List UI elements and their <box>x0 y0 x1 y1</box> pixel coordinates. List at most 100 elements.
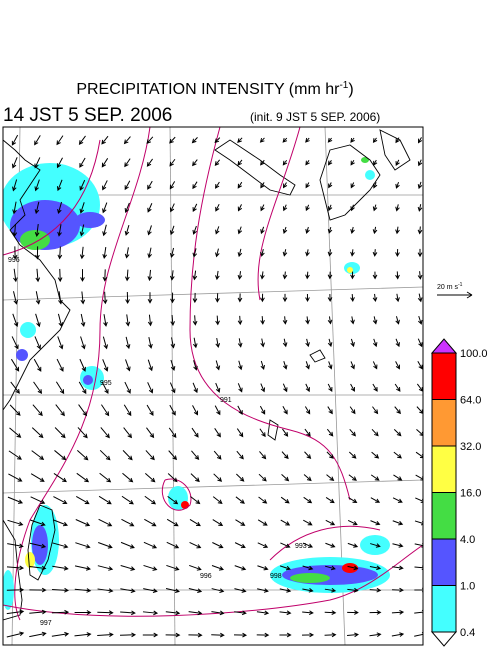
wind-vector <box>325 497 335 504</box>
wind-vector <box>192 270 198 281</box>
wind-vector <box>34 179 40 192</box>
wind-vector <box>237 383 243 393</box>
wind-vector <box>79 202 85 214</box>
wind-vector <box>350 294 355 302</box>
colorbar-box <box>431 399 457 447</box>
wind-vector <box>371 428 379 437</box>
wind-vector <box>347 542 359 548</box>
wind-vector <box>302 565 314 571</box>
wind-vector <box>78 404 88 417</box>
wind-vector <box>372 271 378 280</box>
colorbar-box <box>431 445 457 493</box>
wind-vector <box>282 226 288 235</box>
wind-vector <box>391 609 405 615</box>
wind-vector <box>305 338 310 348</box>
wind-vector <box>52 565 69 571</box>
wind-vector <box>29 631 47 638</box>
wind-vector <box>192 181 198 190</box>
wind-vector <box>12 179 18 192</box>
wind-vector <box>213 473 223 482</box>
wind-vector <box>215 293 220 303</box>
precip-area <box>20 230 50 250</box>
wind-vector <box>372 293 378 303</box>
wind-vector <box>414 587 423 593</box>
wind-vector <box>7 496 24 504</box>
wind-vector <box>237 271 243 280</box>
isobar-label: 993 <box>295 543 307 550</box>
wind-vector <box>237 338 243 348</box>
wind-vector <box>348 451 357 459</box>
wind-vector <box>189 541 202 549</box>
colorbar-box <box>431 538 457 586</box>
wind-vector <box>395 249 400 257</box>
wind-vector <box>6 587 25 593</box>
wind-vector <box>393 428 402 437</box>
wind-vector <box>371 451 380 459</box>
wind-vector <box>350 182 355 189</box>
wind-vector <box>170 314 175 327</box>
wind-vector <box>237 204 243 212</box>
wind-vector <box>103 314 108 327</box>
wind-vector <box>57 313 64 328</box>
wind-vector <box>99 449 111 461</box>
wind-vector <box>304 428 311 437</box>
wind-vector <box>97 632 114 638</box>
wind-vector <box>372 182 378 189</box>
wind-vector <box>370 474 380 481</box>
wind-vector <box>350 137 355 143</box>
wind-vector <box>29 609 47 615</box>
wind-vector <box>212 542 224 549</box>
wind-vector <box>165 610 181 616</box>
wind-vector <box>122 450 133 461</box>
wind-vector <box>302 610 314 616</box>
title: PRECIPITATION INTENSITY (mm hr-1) <box>76 80 353 98</box>
wind-vector <box>414 632 423 637</box>
wind-vector <box>256 632 270 638</box>
wind-vector <box>236 473 245 482</box>
wind-vector <box>372 406 379 415</box>
wind-vector <box>147 382 154 394</box>
wind-vector <box>30 473 45 482</box>
wind-vector <box>56 135 64 146</box>
wind-vector <box>11 134 19 146</box>
wind-vector <box>260 248 265 257</box>
wind-vector <box>282 204 288 212</box>
wind-vector <box>189 518 201 527</box>
wind-vector <box>279 632 292 638</box>
wind-vector <box>372 383 378 392</box>
wind-vector <box>257 542 269 548</box>
wind-vector <box>147 359 153 372</box>
wind-vector <box>56 157 63 169</box>
precip-area <box>290 573 330 583</box>
wind-vector <box>123 404 132 417</box>
wind-vector <box>349 428 356 437</box>
wind-vector <box>234 588 247 593</box>
wind-vector <box>395 293 400 303</box>
wind-vector <box>282 361 288 370</box>
wind-vector <box>57 268 63 283</box>
map-frame <box>2 126 424 646</box>
wind-vector <box>327 160 333 166</box>
wind-vector <box>213 450 222 460</box>
wind-vector <box>79 224 85 237</box>
wind-vector <box>305 294 310 303</box>
wind-vector <box>417 159 423 167</box>
wind-vector <box>260 271 265 280</box>
isobar-label: 995 <box>100 380 112 387</box>
wind-vector <box>211 610 225 616</box>
wind-vector <box>347 520 358 526</box>
wind-vector <box>392 587 404 593</box>
wind-vector <box>123 427 133 439</box>
wind-vector <box>394 406 401 415</box>
wind-vector <box>124 247 130 259</box>
wind-vector <box>74 565 91 571</box>
wind-vector <box>395 226 400 235</box>
wind-vector <box>193 360 198 371</box>
wind-vector <box>120 565 136 571</box>
wind-vector <box>102 291 108 305</box>
wind-vector <box>350 383 355 392</box>
wind-vector <box>280 542 291 548</box>
wind-vector <box>124 224 130 236</box>
wind-vector <box>260 360 266 370</box>
